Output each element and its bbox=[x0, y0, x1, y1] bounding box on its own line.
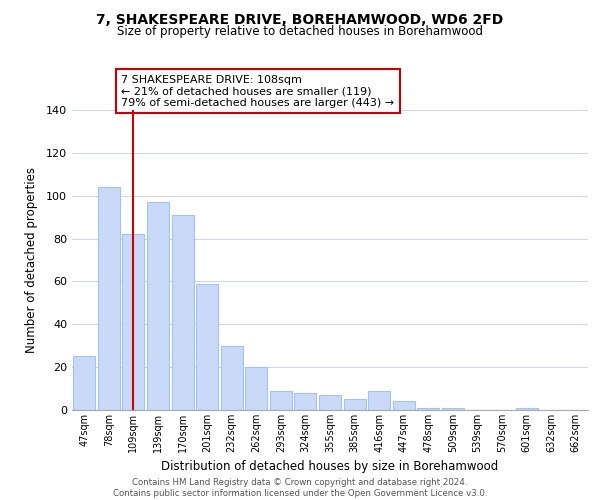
Bar bbox=[515, 408, 538, 410]
Bar bbox=[319, 395, 341, 410]
Bar bbox=[270, 390, 292, 410]
Bar bbox=[417, 408, 439, 410]
Bar bbox=[147, 202, 169, 410]
Bar bbox=[221, 346, 243, 410]
Bar bbox=[295, 393, 316, 410]
Text: Size of property relative to detached houses in Borehamwood: Size of property relative to detached ho… bbox=[117, 25, 483, 38]
X-axis label: Distribution of detached houses by size in Borehamwood: Distribution of detached houses by size … bbox=[161, 460, 499, 473]
Text: 7 SHAKESPEARE DRIVE: 108sqm
← 21% of detached houses are smaller (119)
79% of se: 7 SHAKESPEARE DRIVE: 108sqm ← 21% of det… bbox=[121, 74, 394, 108]
Bar bbox=[392, 402, 415, 410]
Bar bbox=[73, 356, 95, 410]
Bar bbox=[442, 408, 464, 410]
Bar bbox=[196, 284, 218, 410]
Bar bbox=[245, 367, 268, 410]
Text: 7, SHAKESPEARE DRIVE, BOREHAMWOOD, WD6 2FD: 7, SHAKESPEARE DRIVE, BOREHAMWOOD, WD6 2… bbox=[97, 12, 503, 26]
Bar bbox=[344, 400, 365, 410]
Bar bbox=[172, 215, 194, 410]
Text: Contains HM Land Registry data © Crown copyright and database right 2024.
Contai: Contains HM Land Registry data © Crown c… bbox=[113, 478, 487, 498]
Bar bbox=[122, 234, 145, 410]
Bar bbox=[98, 187, 120, 410]
Y-axis label: Number of detached properties: Number of detached properties bbox=[25, 167, 38, 353]
Bar bbox=[368, 390, 390, 410]
